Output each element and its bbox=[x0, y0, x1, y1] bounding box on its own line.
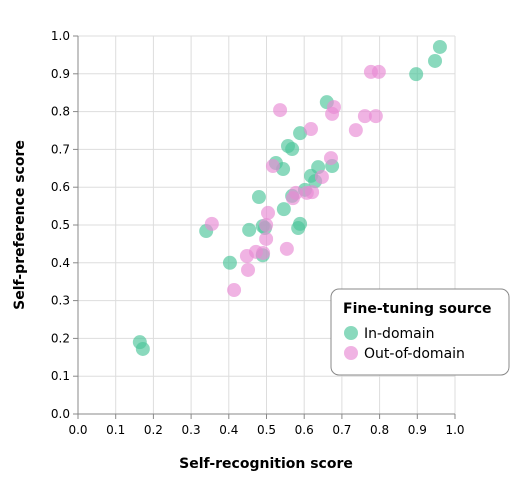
point bbox=[371, 64, 386, 79]
point bbox=[227, 283, 242, 298]
legend-box bbox=[330, 288, 510, 376]
point bbox=[273, 103, 288, 118]
point bbox=[279, 241, 294, 256]
y-tick-label: 0.9 bbox=[51, 67, 70, 81]
point bbox=[323, 151, 338, 166]
x-tick-label: 0.7 bbox=[332, 423, 351, 437]
point bbox=[276, 202, 291, 217]
point bbox=[432, 39, 447, 54]
point bbox=[256, 245, 271, 260]
x-axis-title: Self-recognition score bbox=[179, 456, 353, 472]
point bbox=[293, 216, 308, 231]
y-tick-label: 0.3 bbox=[51, 294, 70, 308]
point bbox=[204, 216, 219, 231]
point bbox=[261, 205, 276, 220]
point bbox=[409, 67, 424, 82]
point bbox=[293, 126, 308, 141]
y-tick-label: 0.2 bbox=[51, 331, 70, 345]
x-tick-label: 0.4 bbox=[219, 423, 238, 437]
x-tick-label: 0.9 bbox=[408, 423, 427, 437]
y-tick-label: 0.4 bbox=[51, 256, 70, 270]
x-tick-label: 0.1 bbox=[106, 423, 125, 437]
legend-marker bbox=[344, 346, 358, 360]
x-tick-label: 1.0 bbox=[445, 423, 464, 437]
point bbox=[241, 262, 256, 277]
legend-label: In-domain bbox=[364, 326, 435, 342]
point bbox=[265, 159, 280, 174]
y-tick-label: 0.5 bbox=[51, 218, 70, 232]
y-axis-title: Self-preference score bbox=[12, 140, 28, 310]
point bbox=[135, 341, 150, 356]
point bbox=[288, 185, 303, 200]
legend-title: Fine-tuning source bbox=[343, 301, 492, 317]
point bbox=[303, 121, 318, 136]
y-tick-label: 0.7 bbox=[51, 142, 70, 156]
x-tick-label: 0.5 bbox=[257, 423, 276, 437]
x-tick-label: 0.8 bbox=[370, 423, 389, 437]
legend-marker bbox=[344, 326, 358, 340]
point bbox=[242, 222, 257, 237]
y-tick-label: 0.1 bbox=[51, 369, 70, 383]
point bbox=[368, 109, 383, 124]
y-tick-label: 0.0 bbox=[51, 407, 70, 421]
point bbox=[357, 109, 372, 124]
x-tick-label: 0.2 bbox=[144, 423, 163, 437]
point bbox=[348, 123, 363, 138]
x-tick-label: 0.0 bbox=[68, 423, 87, 437]
y-tick-label: 0.6 bbox=[51, 180, 70, 194]
point bbox=[428, 53, 443, 68]
point bbox=[326, 100, 341, 115]
point bbox=[259, 231, 274, 246]
point bbox=[251, 190, 266, 205]
y-tick-label: 0.8 bbox=[51, 105, 70, 119]
x-tick-label: 0.3 bbox=[182, 423, 201, 437]
y-tick-label: 1.0 bbox=[51, 29, 70, 43]
point bbox=[222, 255, 237, 270]
point bbox=[259, 218, 274, 232]
point bbox=[285, 142, 300, 157]
x-tick-label: 0.6 bbox=[295, 423, 314, 437]
legend-label: Out-of-domain bbox=[364, 346, 465, 362]
point bbox=[305, 185, 320, 200]
point bbox=[314, 169, 329, 184]
